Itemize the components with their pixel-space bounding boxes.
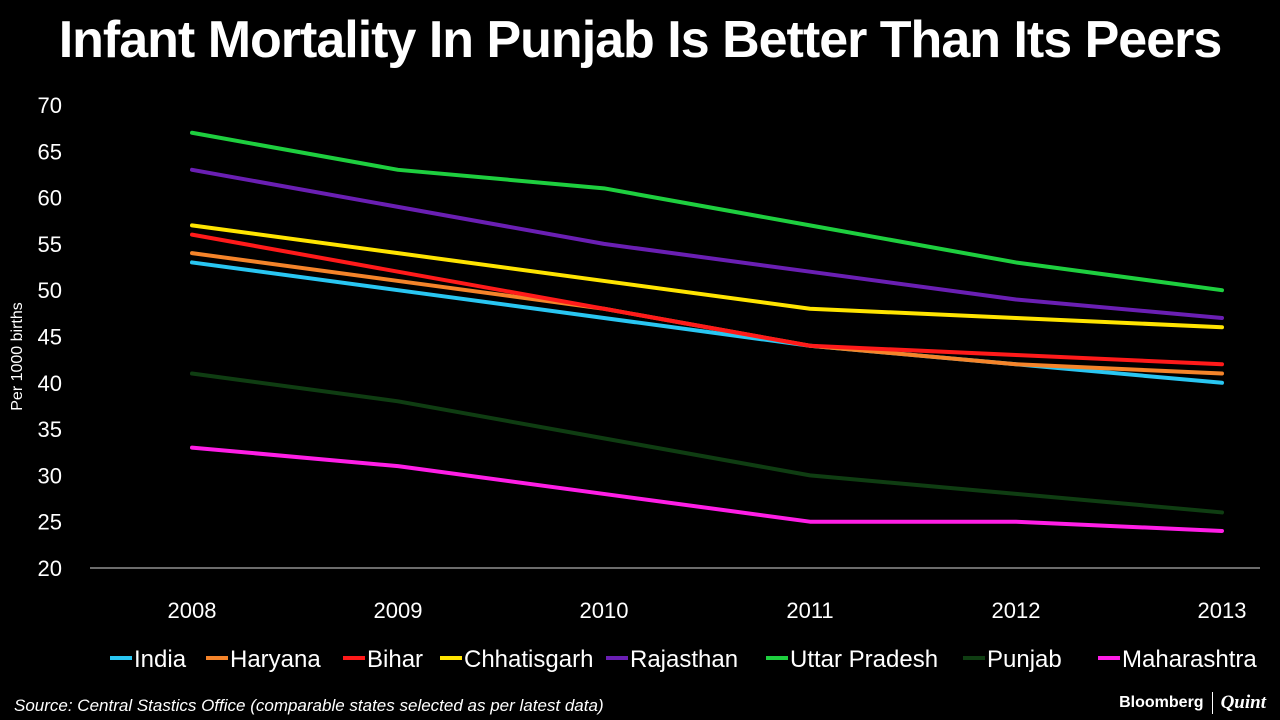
legend: India Haryana Bihar Chhatisgarh Rajasthan Utt… [110, 646, 1257, 673]
series-group [190, 130, 1224, 533]
legend-item-bihar: Bihar [343, 646, 423, 673]
legend-item-rajasthan: Rajasthan [606, 646, 738, 673]
y-tick-50: 50 [38, 278, 62, 303]
y-tick-65: 65 [38, 139, 62, 164]
series-line-rajasthan [190, 167, 1224, 320]
source-note: Source: Central Stastics Office (compara… [14, 696, 604, 715]
legend-label-bihar: Bihar [367, 646, 423, 673]
x-tick-2011: 2011 [786, 598, 833, 623]
legend-item-india: India [110, 646, 187, 673]
legend-item-uttar-pradesh: Uttar Pradesh [766, 646, 938, 673]
x-tick-2012: 2012 [992, 598, 1041, 623]
y-tick-25: 25 [38, 510, 62, 535]
x-tick-2008: 2008 [168, 598, 217, 623]
series-line-uttar-pradesh [190, 130, 1224, 293]
y-tick-20: 20 [38, 556, 62, 581]
y-tick-60: 60 [38, 186, 62, 211]
legend-label-haryana: Haryana [230, 646, 321, 673]
legend-label-maharashtra: Maharashtra [1122, 646, 1257, 673]
y-tick-70: 70 [38, 93, 62, 118]
legend-item-haryana: Haryana [206, 646, 321, 673]
legend-label-india: India [134, 646, 187, 673]
legend-item-punjab: Punjab [963, 646, 1062, 673]
y-tick-30: 30 [38, 463, 62, 488]
brand-logo: Bloomberg Quint [1119, 692, 1266, 714]
y-axis-label: Per 1000 births [9, 302, 26, 411]
brand-primary: Bloomberg [1119, 694, 1204, 711]
legend-item-maharashtra: Maharashtra [1098, 646, 1257, 673]
brand-divider [1211, 692, 1213, 714]
x-tick-2010: 2010 [580, 598, 629, 623]
series-line-chhatisgarh [190, 223, 1224, 330]
y-tick-45: 45 [38, 325, 62, 350]
chart-title: Infant Mortality In Punjab Is Better Tha… [58, 11, 1223, 69]
brand-secondary: Quint [1220, 692, 1266, 713]
series-line-bihar [190, 232, 1224, 367]
legend-label-chhatisgarh: Chhatisgarh [464, 646, 593, 673]
legend-label-rajasthan: Rajasthan [630, 646, 738, 673]
series-line-maharashtra [190, 445, 1224, 533]
legend-label-uttar-pradesh: Uttar Pradesh [790, 646, 938, 673]
series-line-punjab [190, 371, 1224, 515]
legend-item-chhatisgarh: Chhatisgarh [440, 646, 593, 673]
x-axis: 2008 2009 2010 2011 2012 2013 [168, 598, 1247, 623]
y-tick-35: 35 [38, 417, 62, 442]
y-tick-40: 40 [38, 371, 62, 396]
x-tick-2009: 2009 [374, 598, 423, 623]
x-tick-2013: 2013 [1198, 598, 1247, 623]
y-axis: 20 25 30 35 40 45 50 55 60 65 70 [38, 93, 62, 581]
y-tick-55: 55 [38, 232, 62, 257]
legend-label-punjab: Punjab [987, 646, 1062, 673]
